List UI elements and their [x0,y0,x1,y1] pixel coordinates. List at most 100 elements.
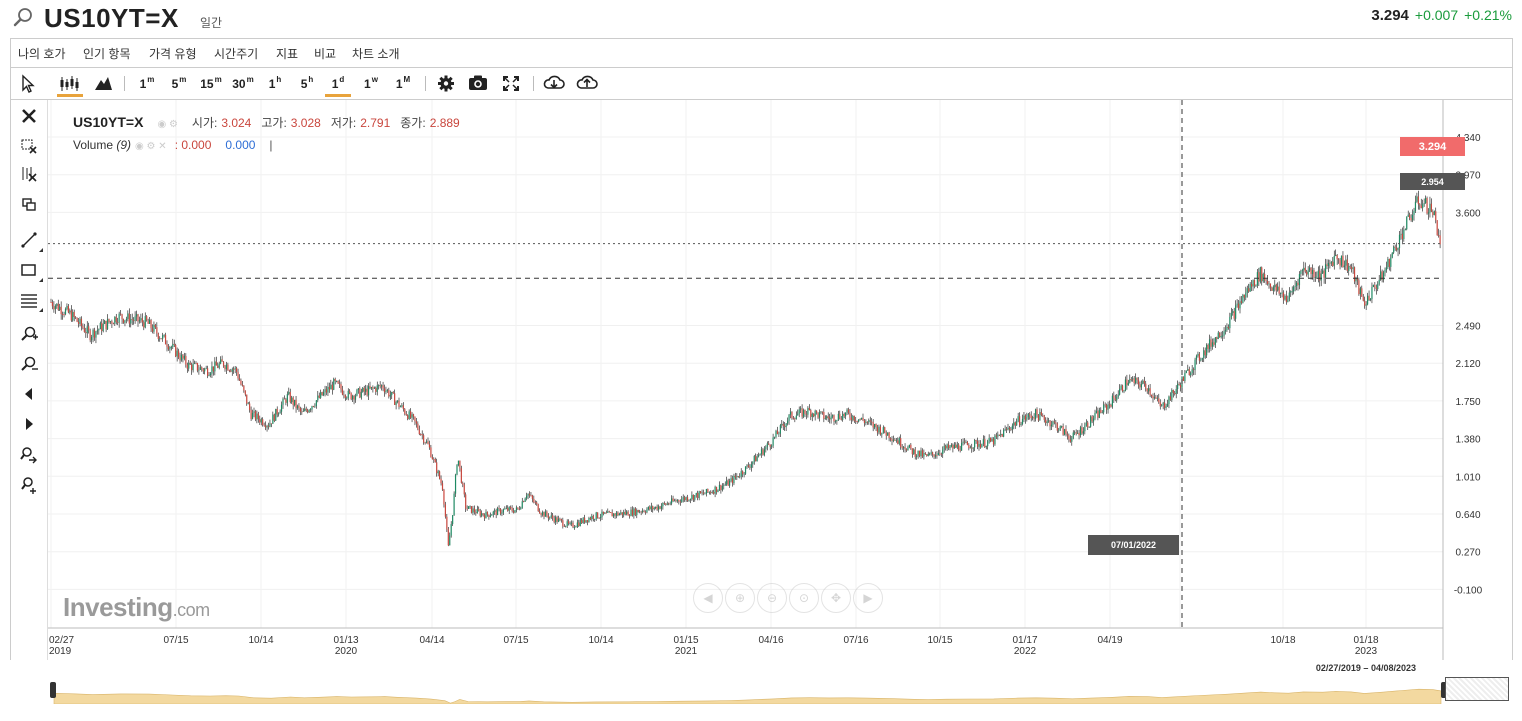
candle-body [997,434,999,437]
range-navigator[interactable]: 02/27/2019 – 04/08/2023 [48,660,1513,710]
candle [659,505,661,510]
candle-body [1084,425,1086,432]
candle [470,506,473,514]
candle-body [942,449,944,454]
volume-settings-icon[interactable]: ◉ ⚙ ✕ [135,141,167,152]
candle [984,435,986,449]
cloud-download-icon[interactable] [543,68,565,99]
candle [544,509,547,517]
interval-30m-button[interactable]: 30 m [232,75,254,91]
candle-body [913,449,915,455]
price-chart[interactable]: 4.3403.9703.6002.4902.1201.7501.3801.010… [48,100,1513,660]
candle-body [1090,416,1092,427]
candle-body [230,370,232,372]
candle-body [1414,201,1417,211]
candle [80,316,83,331]
scroll-left-icon[interactable] [19,384,39,404]
candle [847,407,850,415]
candle [647,506,649,511]
scroll-right-icon[interactable] [19,414,39,434]
menu-popular[interactable]: 인기 항목 [83,47,131,61]
navigator-empty-region[interactable] [1445,677,1509,701]
candle [955,442,957,449]
drawing-tools-panel [10,100,48,660]
remove-drawings-icon[interactable] [19,164,39,184]
menu-my-quotes[interactable]: 나의 호가 [18,47,66,61]
candle-body [54,305,56,310]
zoom-out-icon[interactable] [19,354,39,374]
volume-label[interactable]: Volume [73,138,114,152]
menu-price-type[interactable]: 가격 유형 [149,47,197,61]
close-icon[interactable] [19,106,39,126]
fibonacci-icon[interactable] [19,290,39,310]
nav-left-icon[interactable]: ◀ [693,583,723,613]
candle [1077,430,1079,434]
y-tick-label: 1.750 [1455,397,1480,408]
candle [1243,294,1245,302]
nav-zoom-out-icon[interactable]: ⊖ [757,583,787,613]
candle [769,444,771,451]
nav-reset-icon[interactable]: ✥ [821,583,851,613]
menu-indicators[interactable]: 지표 [276,47,299,61]
candle [405,410,407,416]
candle-body [908,444,910,448]
candle [1264,269,1266,283]
candle [697,490,699,501]
chart-nav-controls[interactable]: ◀ ⊕ ⊖ ⊙ ✥ ▶ [693,583,888,615]
candle [701,489,703,496]
nav-right-icon[interactable]: ▶ [853,583,883,613]
candle [450,521,452,538]
gear-icon[interactable] [435,68,457,99]
candle-body [1007,427,1009,430]
candle [202,368,204,374]
camera-icon[interactable] [467,68,489,99]
navigator-mini-chart[interactable] [48,677,1513,704]
menu-compare[interactable]: 비교 [314,47,337,61]
zoom-forward-icon[interactable] [19,445,39,465]
candlestick-type-button[interactable] [55,68,85,99]
fullscreen-icon[interactable] [500,68,522,99]
menu-chart-intro[interactable]: 차트 소개 [352,47,400,61]
chart-area[interactable]: 4.340 3.970 3.600 2.490 2.120 1.750 1.380 1.010… [48,100,1513,660]
candle-body [91,336,93,341]
navigator-right-handle[interactable] [1441,682,1447,698]
interval-15m-button[interactable]: 15 m [200,75,222,91]
candle-body [1294,285,1296,287]
navigator-left-handle[interactable] [50,682,56,698]
candle-body [169,347,171,350]
zoom-reset-icon[interactable] [19,475,39,495]
candle [1306,269,1308,277]
eye-icon[interactable]: ◉ ⚙ [157,119,178,130]
candle-body [108,318,110,323]
candle-body [969,447,971,449]
copy-icon[interactable] [19,194,39,214]
trend-line-icon[interactable] [19,230,39,250]
candle-body [156,327,158,334]
rectangle-icon[interactable] [19,260,39,280]
legend-symbol[interactable]: US10YT=X [73,114,144,130]
candle [166,340,168,352]
search-icon[interactable] [12,6,34,28]
candle-body [433,459,435,461]
candle [462,481,464,488]
select-delete-icon[interactable] [19,136,39,156]
nav-zoom-fit-icon[interactable]: ⊙ [789,583,819,613]
candle-body [196,362,199,371]
candle [334,377,336,385]
candle [713,489,715,495]
cloud-upload-icon[interactable] [576,68,598,99]
area-chart-icon[interactable] [91,68,115,99]
menu-timeframe[interactable]: 시간주기 [214,47,259,61]
cursor-arrow-icon[interactable] [17,68,37,99]
nav-zoom-in-icon[interactable]: ⊕ [725,583,755,613]
zoom-in-icon[interactable] [19,324,39,344]
candle [924,452,926,455]
candle-body [697,492,699,499]
